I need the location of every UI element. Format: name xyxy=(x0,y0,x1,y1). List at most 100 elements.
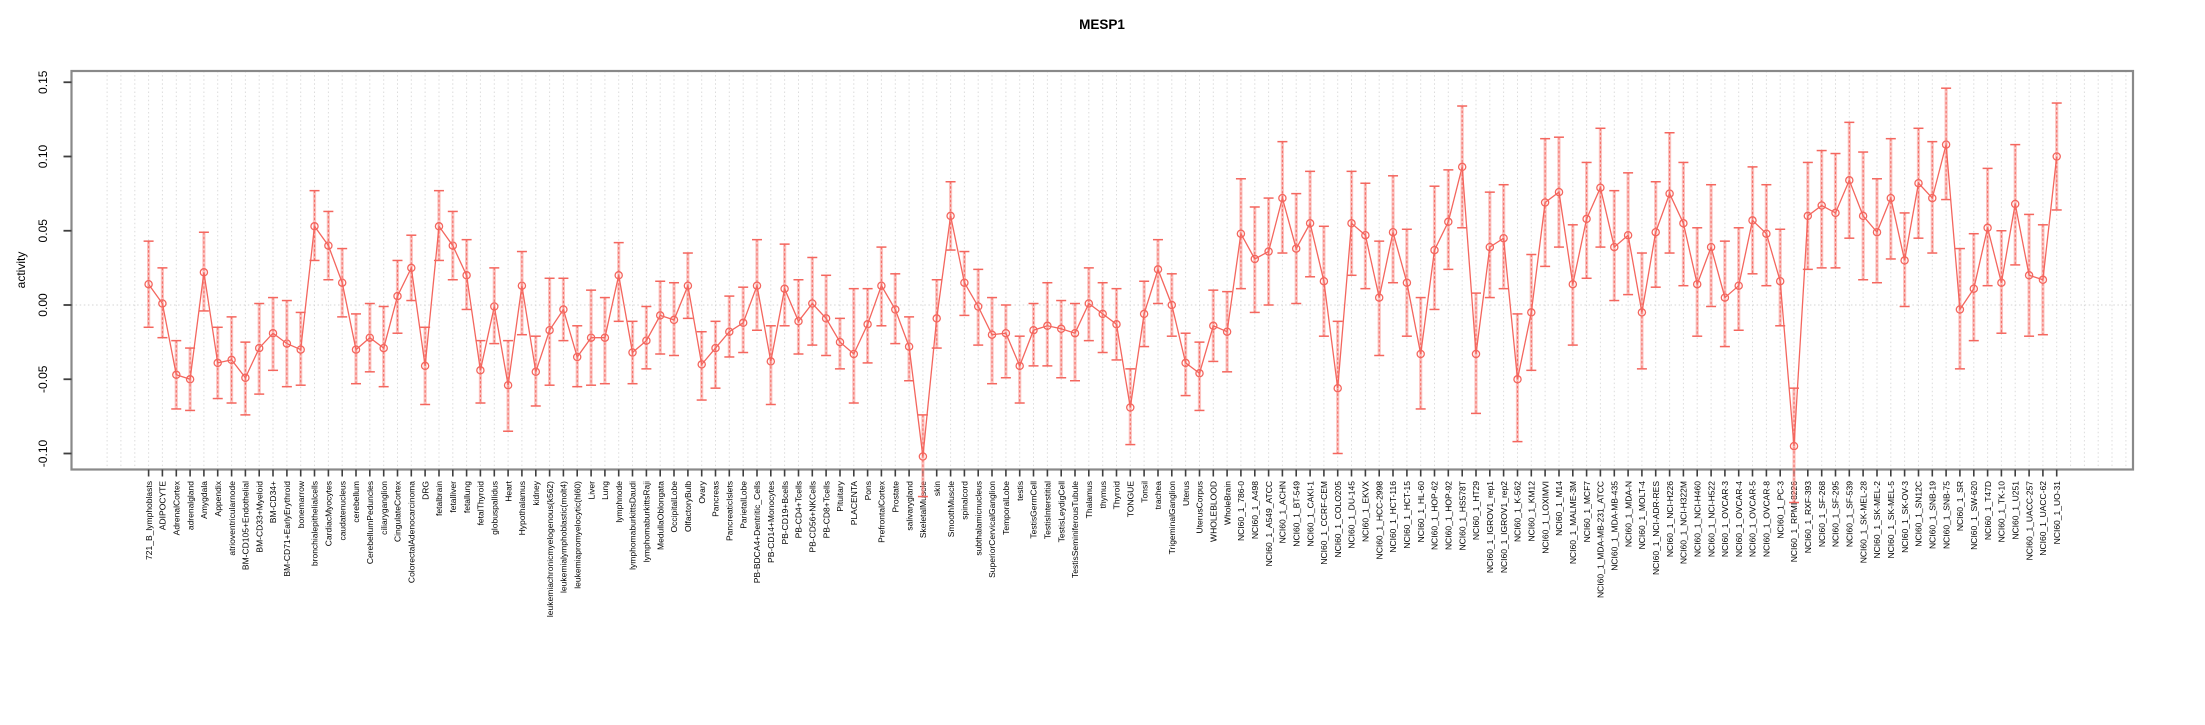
x-tick-label: NCI60_1_NCI-H226 xyxy=(1665,481,1675,557)
x-tick-label: NCI60_1_OVCAR-8 xyxy=(1762,481,1772,557)
data-point xyxy=(1775,276,1785,286)
x-tick-label: NCI60_1_SF-539 xyxy=(1845,481,1855,547)
data-point xyxy=(1043,321,1052,331)
x-tick-label: NCI60_1_NCI-H460 xyxy=(1692,481,1702,557)
x-tick-label: globuspallidus xyxy=(490,481,500,535)
x-tick-label: NCI60_1_MDA-MB-435 xyxy=(1610,481,1620,571)
x-tick-label: PB-BDCA4+Dentritic_Cells xyxy=(752,481,762,583)
data-point xyxy=(337,278,347,287)
data-point xyxy=(697,360,706,369)
x-tick-label: thymus xyxy=(1098,481,1108,508)
data-point xyxy=(1209,321,1218,331)
x-tick-label: NCI60_1_OVCAR-4 xyxy=(1734,481,1744,557)
x-tick-label: kidney xyxy=(531,480,541,505)
x-tick-label: PrefrontalCortex xyxy=(877,480,887,543)
y-tick-label: 0.05 xyxy=(36,219,50,243)
x-tick-label: skin xyxy=(932,481,942,496)
x-tick-label: bronchialepithelialcells xyxy=(310,481,320,566)
x-tick-label: NCI60_1_SK-MEL-28 xyxy=(1858,481,1868,563)
x-tick-label: NCI60_1_UACC-257 xyxy=(2024,481,2034,561)
data-point xyxy=(1983,223,1992,233)
x-tick-label: SmoothMuscle xyxy=(946,481,956,537)
data-point xyxy=(1444,217,1453,227)
y-axis: 0.15 0.10 0.05 0.00 -0.05 -0.10 xyxy=(36,70,72,467)
x-tick-label: NCI60_1_786-0 xyxy=(1236,481,1246,541)
x-tick-label: leukemialymphoblastic(molt4) xyxy=(559,481,569,593)
data-point xyxy=(863,320,872,329)
data-point xyxy=(1969,284,1979,293)
y-tick-label: -0.05 xyxy=(36,365,50,393)
data-point xyxy=(1665,189,1674,198)
x-tick-label: NCI60_1_MOLT-4 xyxy=(1637,481,1647,550)
data-point xyxy=(379,343,388,353)
x-tick-label: Appendix xyxy=(213,480,223,516)
x-tick-label: fetalThyroid xyxy=(476,481,486,526)
data-point xyxy=(1181,358,1190,368)
data-point xyxy=(669,315,679,325)
x-tick-label: NCI60_1_SN12C xyxy=(1914,481,1924,547)
x-tick-label: Pituitary xyxy=(835,480,845,511)
data-point xyxy=(960,278,969,287)
data-point xyxy=(476,366,485,375)
data-point xyxy=(1098,309,1107,319)
data-point xyxy=(655,311,665,320)
x-tick-label: NCI60_1_TK-10 xyxy=(1997,481,2007,543)
data-point xyxy=(1845,176,1854,185)
data-point xyxy=(1222,327,1232,336)
data-point xyxy=(1056,324,1066,334)
data-point xyxy=(434,222,444,231)
data-point xyxy=(503,380,513,390)
data-point xyxy=(1333,383,1342,393)
data-point xyxy=(987,330,997,339)
data-point xyxy=(490,302,499,311)
data-point xyxy=(1610,242,1619,252)
data-point xyxy=(1361,230,1370,240)
data-point xyxy=(1527,308,1536,317)
data-point xyxy=(185,375,195,384)
data-point xyxy=(946,211,955,221)
data-point xyxy=(1831,208,1840,218)
data-point xyxy=(158,299,167,308)
x-tick-label: NCI60_1_OVCAR-3 xyxy=(1720,481,1730,557)
y-axis-title: activity xyxy=(14,251,28,289)
data-point xyxy=(683,281,693,290)
x-tick-label: NCI60_1_PC-3 xyxy=(1775,481,1785,539)
x-tick-label: NCI60_1_SK-MEL-2 xyxy=(1872,481,1882,559)
x-tick-label: NCI60_1_NCI-H322M xyxy=(1679,481,1689,564)
data-point xyxy=(642,336,651,345)
data-point xyxy=(1928,193,1937,203)
data-point xyxy=(172,370,181,380)
x-tick-label: PB-CD8+Tcells xyxy=(821,481,831,538)
data-point xyxy=(1540,198,1550,207)
x-tick-label: TestisGermCell xyxy=(1029,481,1039,539)
x-tick-label: NCI60_1_K-562 xyxy=(1513,481,1523,542)
data-point xyxy=(1236,229,1246,238)
data-points xyxy=(144,140,2061,461)
x-tick-label: ParietalLobe xyxy=(738,481,748,529)
data-point xyxy=(1858,211,1868,221)
data-point xyxy=(973,302,983,311)
data-point xyxy=(365,333,375,342)
data-point xyxy=(1679,219,1688,228)
x-tick-label: subthalamicnucleus xyxy=(973,481,983,556)
x-tick-label: ADIPOCYTE xyxy=(158,481,168,530)
data-point xyxy=(1817,201,1826,210)
x-tick-label: PB-CD56+NKCells xyxy=(808,481,818,553)
data-point xyxy=(1070,328,1080,338)
x-tick-label: NCI60_1_OVCAR-5 xyxy=(1748,481,1758,557)
data-point xyxy=(808,299,817,308)
data-point xyxy=(1582,214,1591,224)
data-point xyxy=(1402,278,1412,287)
data-point xyxy=(1374,293,1384,302)
x-tick-label: salivarygland xyxy=(904,481,914,531)
x-tick-label: NCI60_1_DU-145 xyxy=(1347,481,1357,549)
x-tick-label: NCI60_1_RXF-393 xyxy=(1803,481,1813,554)
data-point xyxy=(918,452,928,461)
x-tick-label: BM-CD105+Endothelial xyxy=(241,481,251,570)
data-point xyxy=(2024,271,2034,280)
data-point xyxy=(1513,375,1522,384)
x-tick-label: leukemiapromyelocytic(hl60) xyxy=(572,481,582,589)
x-tick-label: TestisSeminiferousTubule xyxy=(1070,481,1080,578)
data-point xyxy=(268,328,278,338)
